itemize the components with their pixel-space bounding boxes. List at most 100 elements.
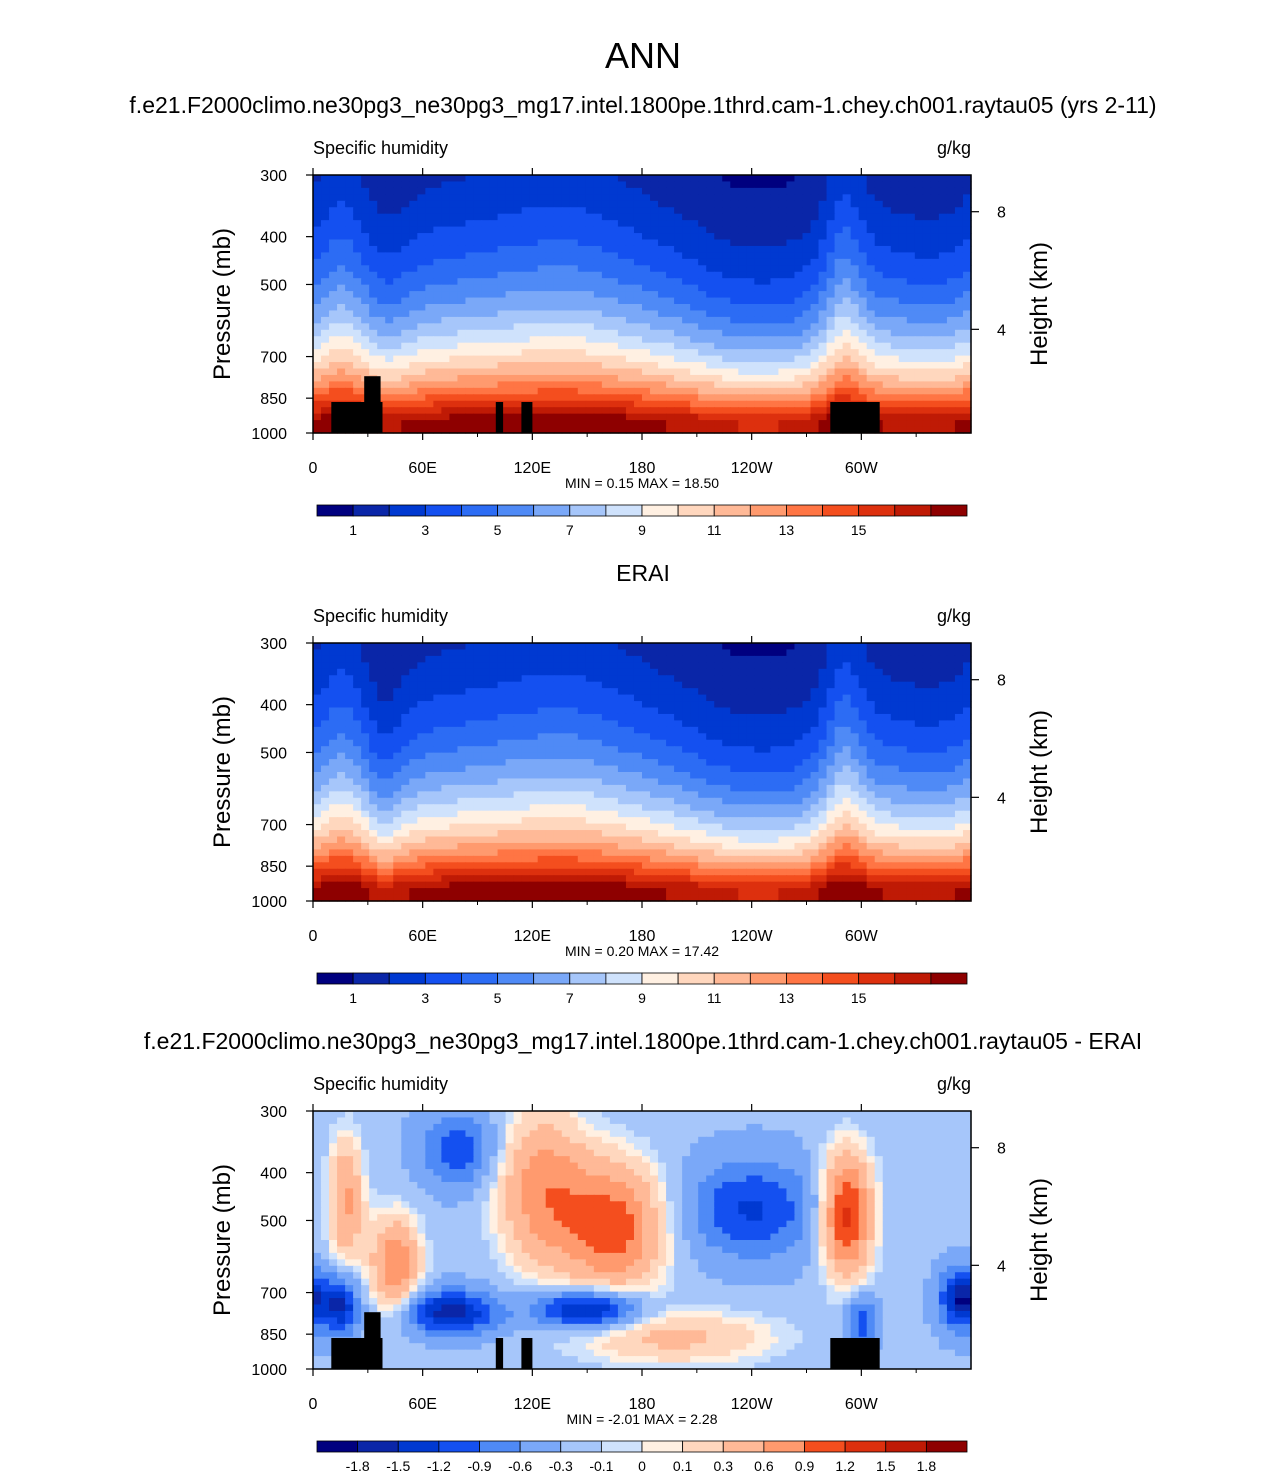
heatmap-cell xyxy=(890,323,900,331)
heatmap-cell xyxy=(914,226,924,234)
heatmap-cell xyxy=(345,701,354,709)
heatmap-cell xyxy=(497,681,507,689)
heatmap-cell xyxy=(505,765,515,773)
heatmap-cell xyxy=(922,245,932,253)
heatmap-cell xyxy=(842,316,852,324)
heatmap-cell xyxy=(393,394,402,402)
heatmap-cell xyxy=(674,649,683,657)
heatmap-cell xyxy=(481,368,491,376)
heatmap-cell xyxy=(738,739,747,747)
heatmap-cell xyxy=(481,655,491,663)
heatmap-cell xyxy=(826,342,836,350)
heatmap-cell xyxy=(473,252,483,260)
heatmap-cell xyxy=(473,233,483,241)
heatmap-cell xyxy=(906,271,916,279)
heatmap-cell xyxy=(738,420,747,428)
heatmap-cell xyxy=(898,271,908,279)
heatmap-cell xyxy=(746,752,755,760)
heatmap-cell xyxy=(818,739,828,747)
heatmap-cell xyxy=(786,362,796,370)
heatmap-cell xyxy=(730,387,739,395)
heatmap-cell xyxy=(529,368,539,376)
heatmap-cell xyxy=(337,739,346,747)
heatmap-cell xyxy=(561,220,571,228)
heatmap-cell xyxy=(313,394,322,402)
heatmap-cell xyxy=(393,271,402,279)
heatmap-cell xyxy=(625,181,635,189)
heatmap-cell xyxy=(489,381,499,389)
heatmap-cell xyxy=(722,258,731,266)
heatmap-cell xyxy=(433,349,442,357)
heatmap-cell xyxy=(401,746,410,754)
heatmap-cell xyxy=(489,362,499,370)
heatmap-cell xyxy=(906,701,916,709)
heatmap-cell xyxy=(658,381,667,389)
heatmap-cell xyxy=(465,752,475,760)
heatmap-cell xyxy=(818,245,828,253)
heatmap-cell xyxy=(882,245,892,253)
heatmap-cell xyxy=(714,213,723,221)
heatmap-cell xyxy=(545,759,555,767)
heatmap-cell xyxy=(569,668,579,676)
heatmap-cell xyxy=(585,362,595,370)
heatmap-cell xyxy=(930,349,940,357)
heatmap-cell xyxy=(409,323,418,331)
heatmap-cell xyxy=(521,336,531,344)
heatmap-cell xyxy=(545,316,555,324)
heatmap-cell xyxy=(658,265,667,273)
heatmap-cell xyxy=(537,304,547,312)
heatmap-cell xyxy=(353,752,362,760)
heatmap-cell xyxy=(401,187,410,195)
heatmap-cell xyxy=(642,245,651,253)
heatmap-cell xyxy=(658,342,667,350)
heatmap-cell xyxy=(946,349,956,357)
heatmap-cell xyxy=(786,258,796,266)
heatmap-cell xyxy=(441,213,451,221)
heatmap-cell xyxy=(537,655,547,663)
heatmap-cell xyxy=(874,304,884,312)
heatmap-cell xyxy=(714,655,723,663)
heatmap-cell xyxy=(906,387,916,395)
heatmap-cell xyxy=(481,323,491,331)
heatmap-cell xyxy=(449,400,459,408)
heatmap-cell xyxy=(850,316,860,324)
heatmap-cell xyxy=(537,688,547,696)
heatmap-cell xyxy=(706,323,715,331)
heatmap-cell xyxy=(946,291,956,299)
heatmap-cell xyxy=(778,252,788,260)
heatmap-cell xyxy=(617,226,627,234)
heatmap-cell xyxy=(850,258,860,266)
heatmap-cell xyxy=(650,175,659,183)
heatmap-cell xyxy=(353,739,362,747)
heatmap-cell xyxy=(441,239,451,247)
heatmap-cell xyxy=(353,181,362,189)
heatmap-cell xyxy=(409,349,418,357)
heatmap-cell xyxy=(593,271,603,279)
heatmap-cell xyxy=(465,323,475,331)
heatmap-cell xyxy=(842,643,852,651)
heatmap-cell xyxy=(770,239,780,247)
heatmap-cell xyxy=(882,407,892,415)
heatmap-cell xyxy=(706,304,715,312)
heatmap-cell xyxy=(674,426,683,434)
heatmap-cell xyxy=(786,713,796,721)
heatmap-cell xyxy=(377,765,386,773)
heatmap-cell xyxy=(433,342,442,350)
heatmap-cell xyxy=(393,400,402,408)
heatmap-cell xyxy=(481,194,491,202)
heatmap-cell xyxy=(802,213,812,221)
heatmap-cell xyxy=(930,681,940,689)
heatmap-cell xyxy=(465,394,475,402)
heatmap-cell xyxy=(545,297,555,305)
heatmap-cell xyxy=(906,239,916,247)
heatmap-cell xyxy=(794,252,804,260)
heatmap-cell xyxy=(417,316,426,324)
heatmap-cell xyxy=(609,387,619,395)
heatmap-cell xyxy=(690,387,699,395)
heatmap-cell xyxy=(882,759,892,767)
heatmap-cell xyxy=(553,655,563,663)
heatmap-cell xyxy=(682,323,691,331)
heatmap-cell xyxy=(858,271,868,279)
heatmap-cell xyxy=(930,707,940,715)
heatmap-cell xyxy=(537,239,547,247)
